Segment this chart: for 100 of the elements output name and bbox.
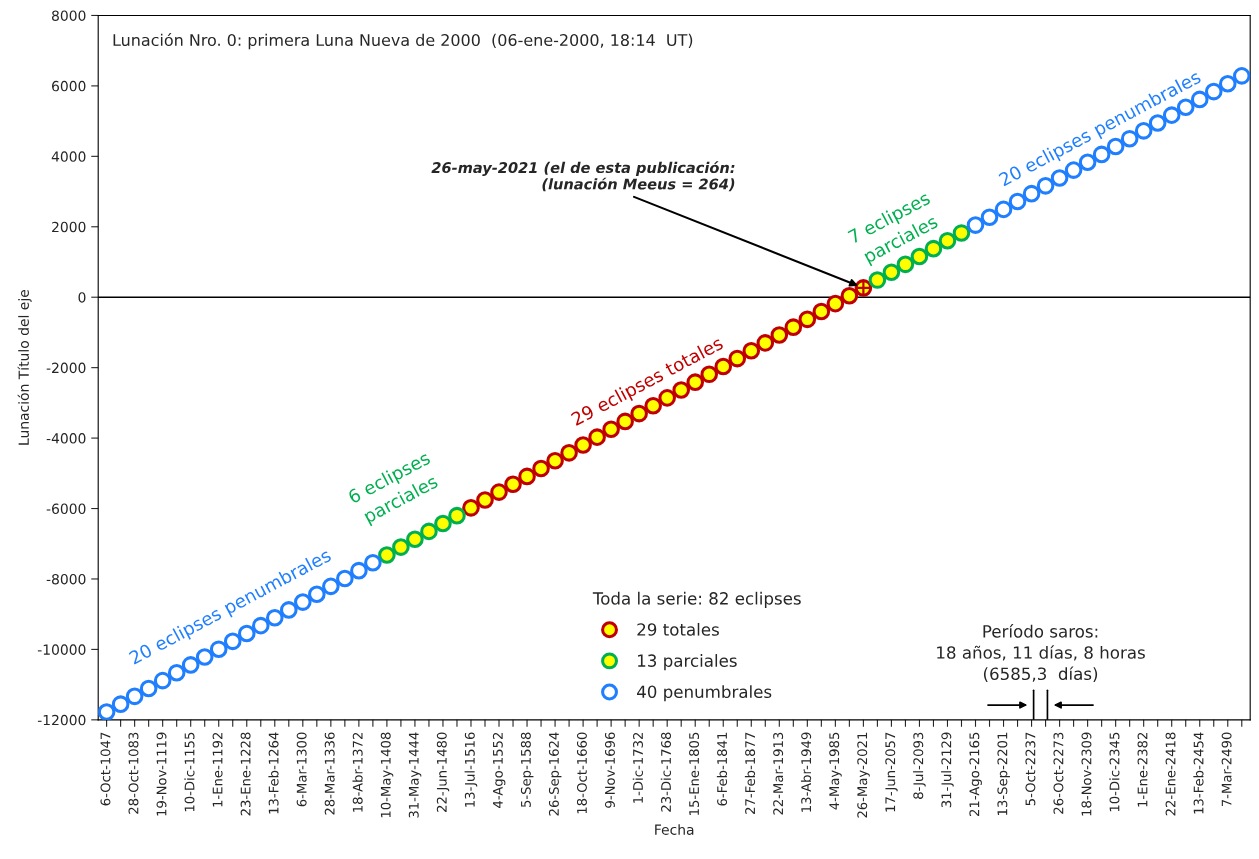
- point: [350, 561, 368, 580]
- y-tick-label: 8000: [51, 10, 86, 21]
- point: [125, 687, 144, 706]
- point: [728, 349, 747, 368]
- x-tick-label: 1-Ene-1192: [212, 732, 223, 807]
- x-tick-label: 17-Jun-2057: [885, 732, 898, 812]
- x-tick-label: 31-May-1444: [408, 732, 422, 818]
- y-tick-label: -2000: [46, 362, 86, 374]
- y-axis-title: Lunación Título del eje: [17, 290, 32, 445]
- x-tick-label: 6-Feb-1841: [716, 732, 728, 806]
- x-tick-label: 15-Ene-1805: [689, 732, 700, 815]
- x-tick-label: 21-Ago-2165: [969, 732, 982, 816]
- point: [490, 483, 508, 501]
- point: [826, 294, 845, 313]
- x-tick-label: 4-Ago-1552: [492, 732, 506, 808]
- x-tick-label: 26-Oct-2273: [1053, 732, 1064, 814]
- x-tick-label: 19-Nov-1119: [156, 732, 167, 816]
- y-tick-label: 2000: [52, 221, 86, 233]
- y-tick-label: 0: [78, 292, 86, 303]
- point: [952, 224, 971, 242]
- x-tick-label: 26-Sep-1624: [548, 732, 562, 816]
- point: [770, 326, 789, 344]
- x-tick-label: 13-Sep-2201: [997, 732, 1010, 815]
- point: [840, 286, 859, 305]
- x-tick-label: 7-Mar-2490: [1221, 732, 1232, 807]
- point: [756, 334, 775, 352]
- point: [798, 310, 817, 329]
- x-tick-label: 6-Mar-1300: [296, 732, 307, 807]
- point: [588, 428, 606, 446]
- point: [1232, 67, 1251, 85]
- point: [742, 341, 761, 360]
- point: [336, 569, 354, 588]
- point: [812, 302, 831, 321]
- point: [167, 663, 186, 682]
- y-tick-label: -8000: [46, 573, 86, 585]
- legend-label: 13 parciales: [638, 654, 737, 671]
- point: [223, 632, 242, 651]
- point: [784, 318, 803, 336]
- x-tick-label: 10-May-1408: [380, 732, 394, 818]
- x-tick-label: 22-Mar-1913: [773, 732, 784, 815]
- x-tick-label: 1-Ene-2382: [1137, 732, 1148, 807]
- point: [406, 530, 424, 549]
- x-tick-label: 8-Jul-2093: [913, 732, 926, 799]
- point: [378, 546, 396, 564]
- x-tick-label: 13-Feb-1264: [268, 732, 279, 814]
- point: [1022, 184, 1041, 203]
- x-tick-label: 10-Dic-2345: [1109, 732, 1120, 812]
- point: [532, 459, 550, 478]
- point: [364, 553, 382, 572]
- point: [938, 231, 957, 250]
- x-tick-label: 5-Oct-2237: [1025, 732, 1036, 806]
- x-tick-label: 28-Mar-1336: [324, 732, 335, 815]
- legend-label: 40 penumbrales: [637, 685, 772, 702]
- point: [181, 656, 200, 674]
- y-tick-label: -10000: [37, 644, 86, 655]
- x-tick-label: 18-Nov-2309: [1081, 732, 1092, 816]
- x-tick-label: 6-Oct-1047: [100, 732, 111, 806]
- point: [1204, 82, 1223, 101]
- x-tick-label: 22-Jun-1480: [436, 732, 450, 812]
- x-tick-label: 23-Ene-1228: [240, 732, 251, 816]
- x-tick-label: 10-Dic-1155: [184, 732, 195, 812]
- annotation: 26-may-2021 (el de esta publicación: (lunación Meeus = 264): [431, 161, 735, 192]
- y-tick-label: 6000: [52, 80, 86, 92]
- x-axis-title: Fecha: [655, 824, 694, 835]
- x-tick-label: 18-Abr-1372: [352, 732, 363, 812]
- y-tick-label: -12000: [37, 714, 86, 726]
- point: [980, 208, 999, 227]
- legend-label: 29 totales: [637, 622, 719, 636]
- point: [153, 671, 172, 690]
- legend-title: Toda la serie: 82 eclipses: [592, 591, 801, 608]
- point: [546, 451, 564, 470]
- x-tick-label: 13-Feb-2454: [1193, 732, 1204, 814]
- x-tick-label: 4-May-1985: [829, 732, 842, 810]
- point: [476, 491, 494, 509]
- annotation: Lunación Nro. 0: primera Luna Nueva de 2000 (06-ene-2000, 18:14 UT): [113, 33, 693, 50]
- x-tick-label: 18-Oct-1660: [576, 732, 587, 814]
- point: [98, 703, 116, 720]
- point: [504, 475, 522, 494]
- x-tick-label: 23-Dic-1768: [660, 732, 672, 812]
- x-tick-label: 5-Sep-1588: [520, 732, 534, 807]
- point: [1218, 74, 1237, 93]
- point: [966, 216, 985, 234]
- x-tick-label: 9-Nov-1696: [604, 732, 615, 808]
- x-tick-label: 13-Jul-1516: [464, 732, 478, 807]
- y-tick-label: -4000: [46, 433, 86, 444]
- point: [462, 499, 480, 517]
- y-tick-label: -6000: [46, 503, 86, 514]
- x-tick-label: 13-Abr-1949: [800, 732, 812, 812]
- point: [1036, 177, 1055, 195]
- x-tick-label: 26-May-2021: [857, 732, 870, 818]
- x-tick-label: 22-Ene-2418: [1165, 732, 1176, 816]
- point: [602, 420, 620, 439]
- point: [111, 695, 130, 713]
- point: [1092, 145, 1111, 164]
- x-tick-label: 1-Dic-1732: [632, 732, 643, 803]
- point: [237, 624, 256, 643]
- x-tick-label: 31-Jul-2129: [941, 732, 954, 808]
- x-tick-label: 27-Feb-1877: [744, 732, 756, 814]
- point: [616, 412, 634, 431]
- point: [139, 679, 158, 698]
